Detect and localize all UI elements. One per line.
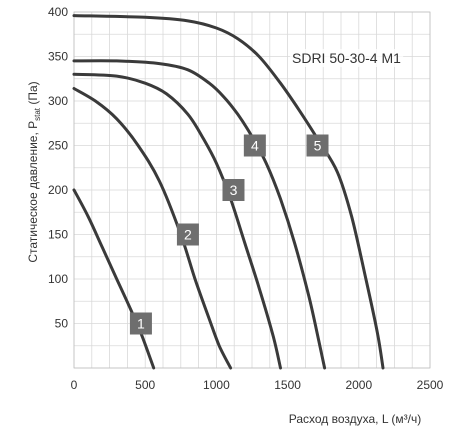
curve-4 — [72, 59, 327, 370]
y-tick-label: 300 — [48, 94, 68, 108]
curves — [72, 14, 385, 370]
curve-3 — [72, 72, 282, 370]
grid — [73, 11, 431, 369]
y-tick-label: 350 — [48, 50, 68, 64]
curve-label-text: 2 — [184, 227, 192, 243]
curve-label-text: 5 — [314, 138, 322, 154]
curve-5 — [72, 14, 385, 370]
curve-label-box — [222, 179, 245, 201]
x-tick-label: 2000 — [345, 378, 372, 392]
tick-labels: 0 500 1000 1500 2000 2500 50 100 150 200 250 300 350… — [48, 5, 444, 392]
curve-label-box — [176, 223, 199, 246]
curve-label-box — [306, 134, 329, 157]
curve-1 — [72, 188, 156, 370]
curve-label-2: 2 — [176, 223, 199, 246]
y-tick-label: 200 — [48, 183, 68, 197]
x-tick-label: 500 — [135, 378, 155, 392]
curve-labels: 1 2 3 4 5 — [129, 134, 329, 335]
curve-label-box — [243, 134, 266, 157]
curve-label-5: 5 — [306, 134, 329, 157]
y-tick-label: 150 — [48, 228, 68, 242]
y-tick-label: 400 — [48, 5, 68, 19]
x-tick-label: 1500 — [274, 378, 301, 392]
curve-label-text: 4 — [251, 138, 259, 154]
y-tick-label: 250 — [48, 139, 68, 153]
x-axis-title: Расход воздуха, L (м³/ч) — [289, 412, 422, 426]
y-tick-label: 100 — [48, 272, 68, 286]
model-label: SDRI 50-30-4 M1 — [292, 50, 401, 66]
x-tick-label: 2500 — [417, 378, 444, 392]
x-tick-label: 1000 — [203, 378, 230, 392]
curve-label-1: 1 — [129, 312, 152, 335]
curve-2 — [72, 87, 233, 370]
curve-label-text: 3 — [230, 182, 238, 198]
curve-label-box — [129, 312, 152, 335]
curve-label-3: 3 — [222, 179, 245, 201]
curve-label-text: 1 — [137, 316, 145, 332]
y-axis-title-unit: (Па) — [26, 81, 40, 108]
x-tick-label: 0 — [71, 378, 78, 392]
curve-label-4: 4 — [243, 134, 266, 157]
y-axis-title-sub: stat — [33, 107, 42, 121]
model-label-background — [290, 49, 404, 67]
y-tick-label: 50 — [55, 317, 69, 331]
y-axis-title-main: Статическое давление, P — [26, 121, 40, 263]
y-axis-title: Статическое давление, Pstat (Па) — [26, 81, 42, 262]
